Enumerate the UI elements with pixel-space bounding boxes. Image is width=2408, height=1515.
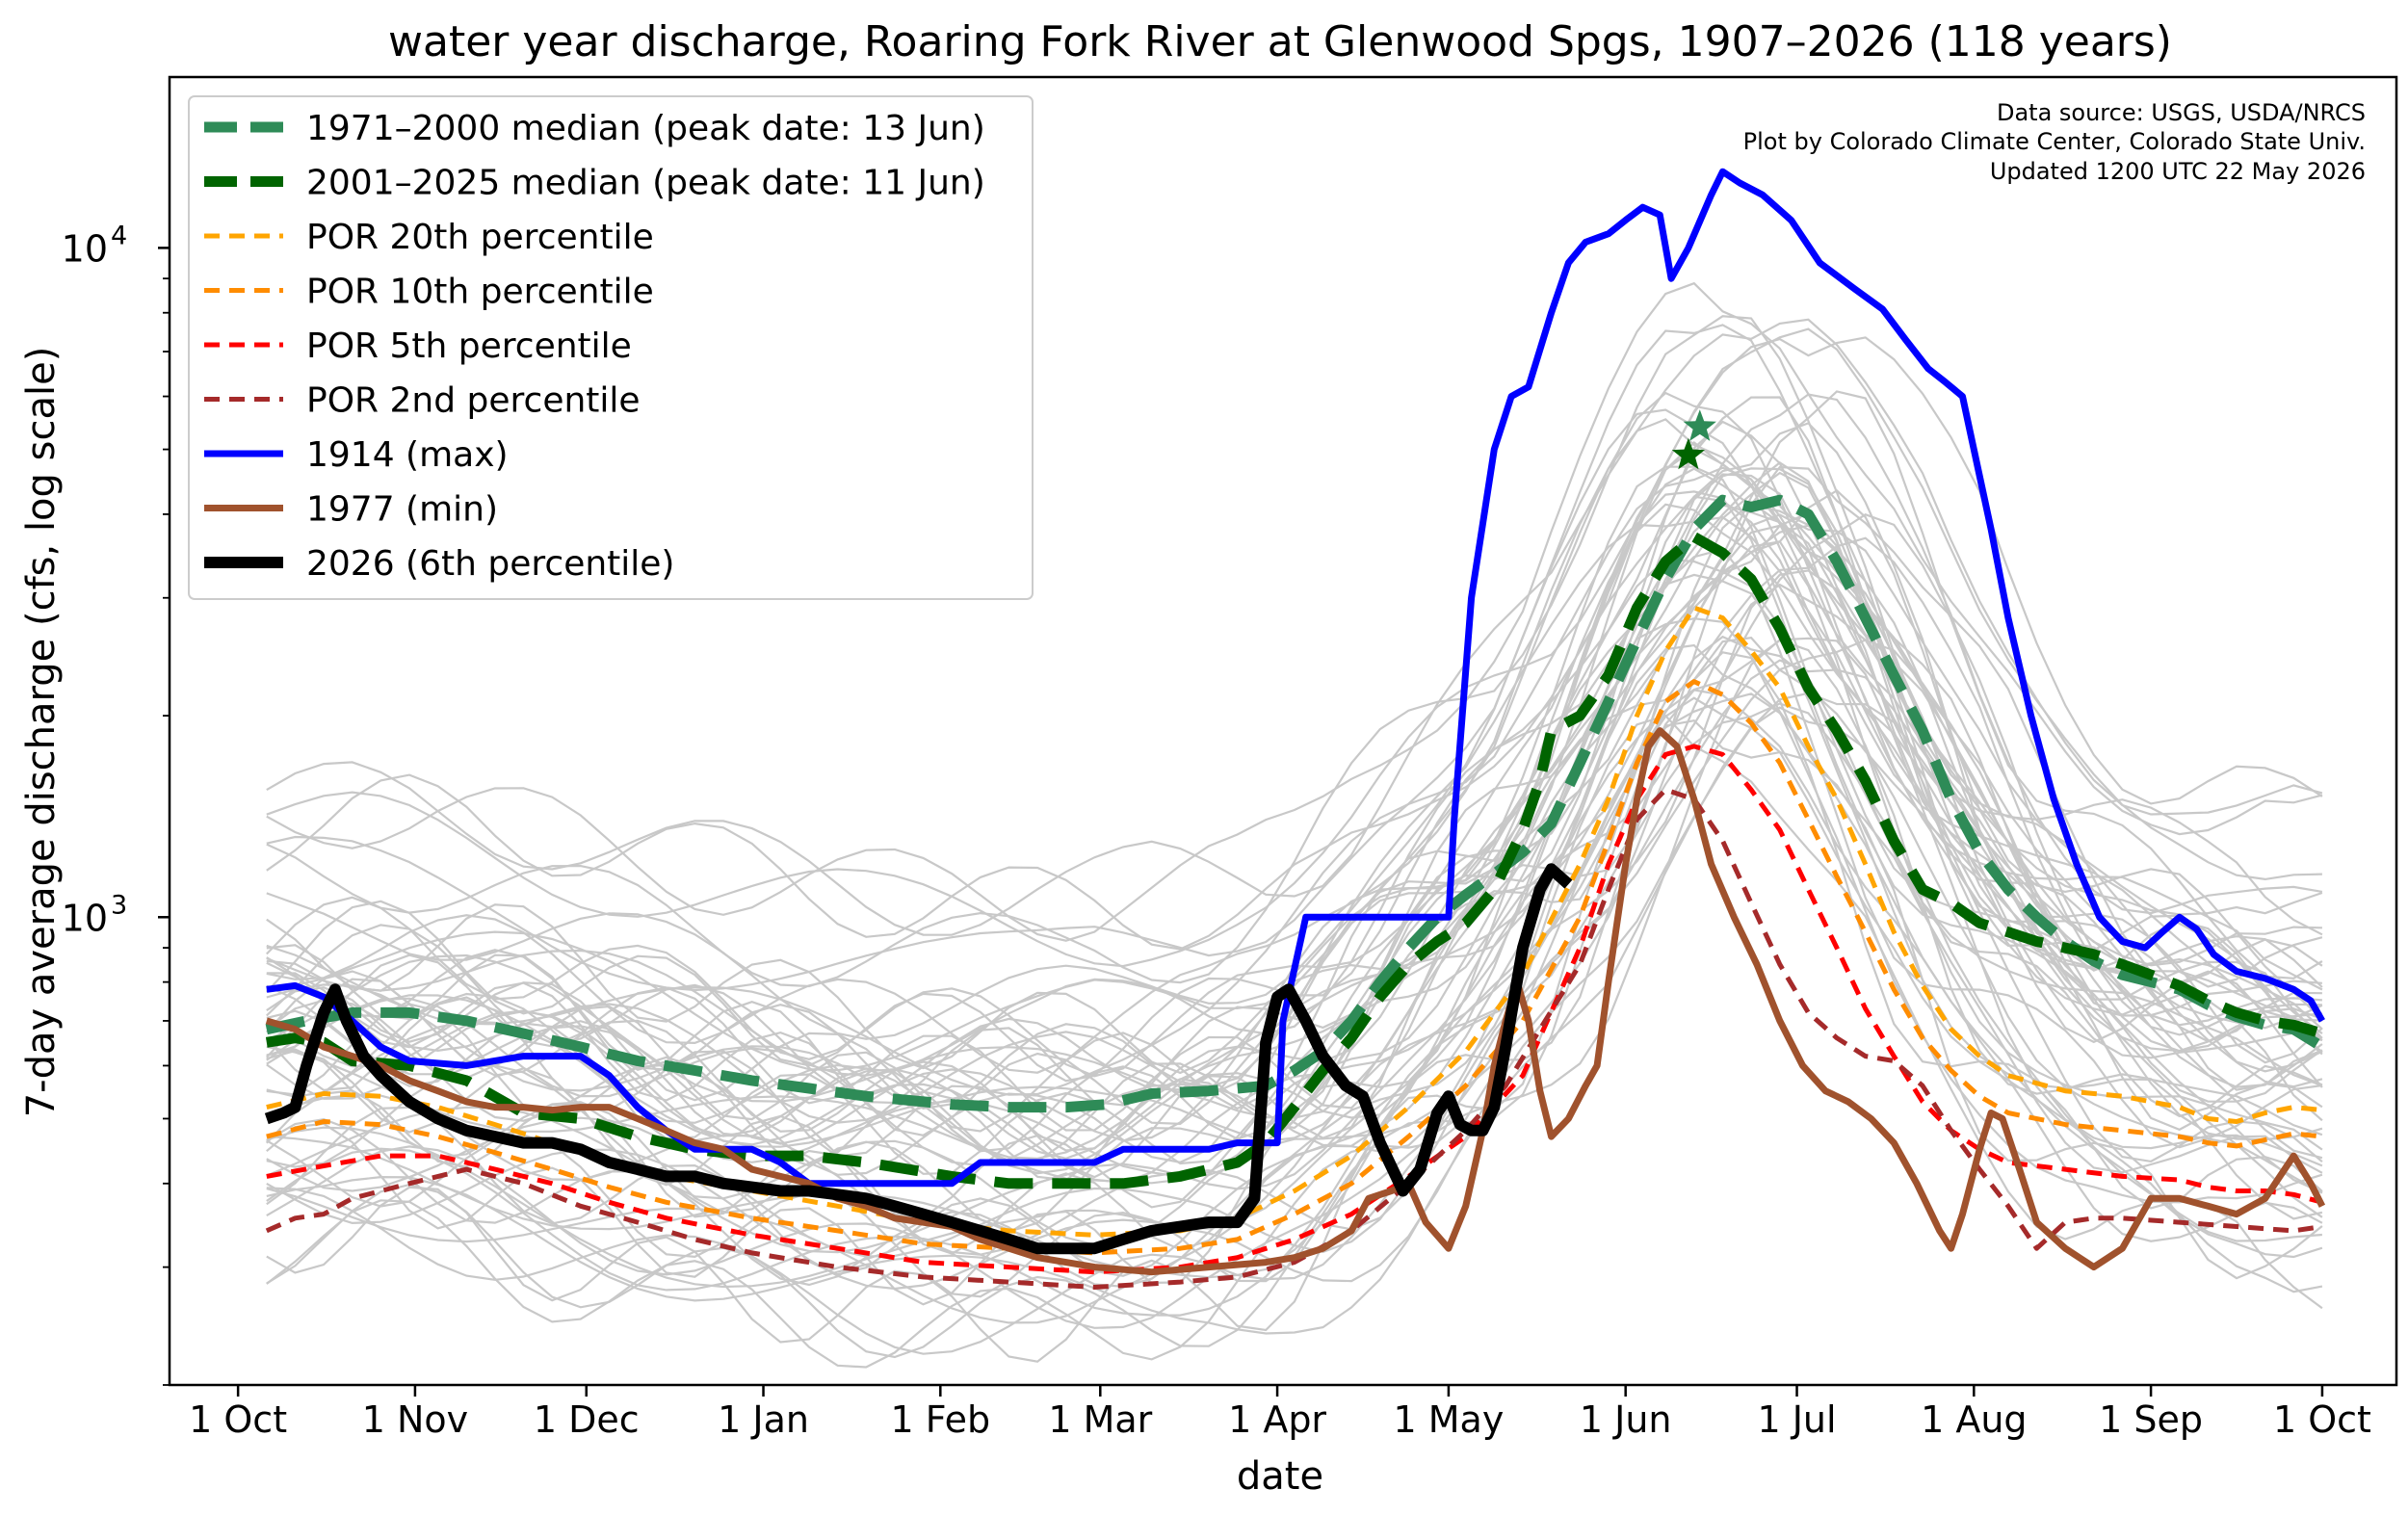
historical-year-line <box>266 536 2322 1175</box>
x-tick-label: 1 Dec <box>534 1398 640 1441</box>
x-axis-label: date <box>1237 1454 1323 1499</box>
legend-label: 2026 (6th percentile) <box>306 544 674 584</box>
legend-label: 1914 (max) <box>306 435 509 475</box>
data-source-annotation: Data source: USGS, USDA/NRCS Plot by Col… <box>1743 99 2366 185</box>
series-line-6 <box>266 168 2325 1188</box>
series-line-7 <box>265 727 2326 1276</box>
x-axis: 1 Oct 1 Nov 1 Dec 1 Jan 1 Feb 1 Mar 1 Apr 1 May… <box>189 1385 2371 1441</box>
peak-star <box>1683 409 1716 441</box>
legend-label: POR 20th percentile <box>306 218 654 257</box>
historical-year-line <box>266 635 2323 1279</box>
historical-year-line <box>266 466 2323 1096</box>
historical-year-line <box>266 318 2323 936</box>
legend: 1971–2000 median (peak date: 13 Jun) 2001… <box>188 95 1034 600</box>
peak-star <box>1671 437 1705 470</box>
annotation-line-2: Plot by Colorado Climate Center, Colorad… <box>1743 128 2366 155</box>
y-tick-exponent: 4 <box>111 221 127 250</box>
x-tick-label: 1 Oct <box>189 1398 287 1441</box>
y-tick-label: 10 <box>62 227 108 270</box>
historical-year-line <box>266 692 2323 1324</box>
historical-year-line <box>266 617 2323 1289</box>
historical-year-line <box>266 473 2323 1164</box>
historical-year-line <box>266 495 2323 1182</box>
y-tick-label: 10 <box>62 897 108 939</box>
legend-label: POR 10th percentile <box>306 273 654 312</box>
historical-year-line <box>266 512 2322 1167</box>
annotation-line-1: Data source: USGS, USDA/NRCS <box>1997 99 2366 126</box>
legend-label: POR 2nd percentile <box>306 381 641 421</box>
historical-year-line <box>266 467 2323 1160</box>
historical-year-line <box>266 719 2323 1363</box>
historical-year-line <box>266 583 2323 1246</box>
y-tick-exponent: 3 <box>111 890 127 920</box>
x-tick-label: 1 Jan <box>718 1398 809 1441</box>
historical-year-line <box>265 489 2323 1153</box>
historical-year-line <box>266 391 2323 1072</box>
historical-year-line <box>266 465 2323 1132</box>
x-tick-label: 1 May <box>1394 1398 1505 1441</box>
x-tick-label: 1 Nov <box>362 1398 468 1441</box>
legend-label: 2001–2025 median (peak date: 11 Jun) <box>306 164 985 203</box>
legend-label: POR 5th percentile <box>306 327 632 366</box>
annotation-line-3: Updated 1200 UTC 22 May 2026 <box>1990 158 2366 185</box>
chart-title: water year discharge, Roaring Fork River… <box>388 17 2172 66</box>
historical-year-line <box>266 639 2323 1256</box>
historical-year-line <box>266 706 2323 1335</box>
historical-year-line <box>266 503 2322 1160</box>
x-tick-label: 1 Sep <box>2099 1398 2203 1441</box>
x-tick-label: 1 Apr <box>1228 1398 1326 1441</box>
x-tick-label: 1 Aug <box>1921 1398 2027 1441</box>
x-tick-label: 1 Oct <box>2273 1398 2371 1441</box>
historical-year-line <box>266 315 2323 988</box>
series-line-8 <box>264 863 1573 1255</box>
plot-frame <box>168 75 2398 1387</box>
historical-year-line <box>266 548 2323 1233</box>
x-tick-label: 1 Jun <box>1580 1398 1672 1441</box>
x-tick-label: 1 Mar <box>1048 1398 1152 1441</box>
historical-year-line <box>265 471 2323 1152</box>
historical-year-line <box>266 696 2323 1355</box>
historical-year-line <box>266 281 2323 942</box>
x-tick-label: 1 Feb <box>891 1398 991 1441</box>
series-layer <box>264 168 2326 1290</box>
series-line-3 <box>266 679 2323 1256</box>
legend-label: 1971–2000 median (peak date: 13 Jun) <box>306 109 985 148</box>
historical-year-line <box>266 393 2323 1040</box>
y-axis-label: 7-day average discharge (cfs, log scale) <box>19 347 64 1118</box>
historical-year-line <box>266 327 2322 968</box>
legend-box <box>188 95 1034 600</box>
peak-markers <box>1671 409 1716 470</box>
x-tick-label: 1 Jul <box>1757 1398 1836 1441</box>
historical-year-line <box>266 643 2323 1288</box>
legend-label: 1977 (min) <box>306 490 498 530</box>
